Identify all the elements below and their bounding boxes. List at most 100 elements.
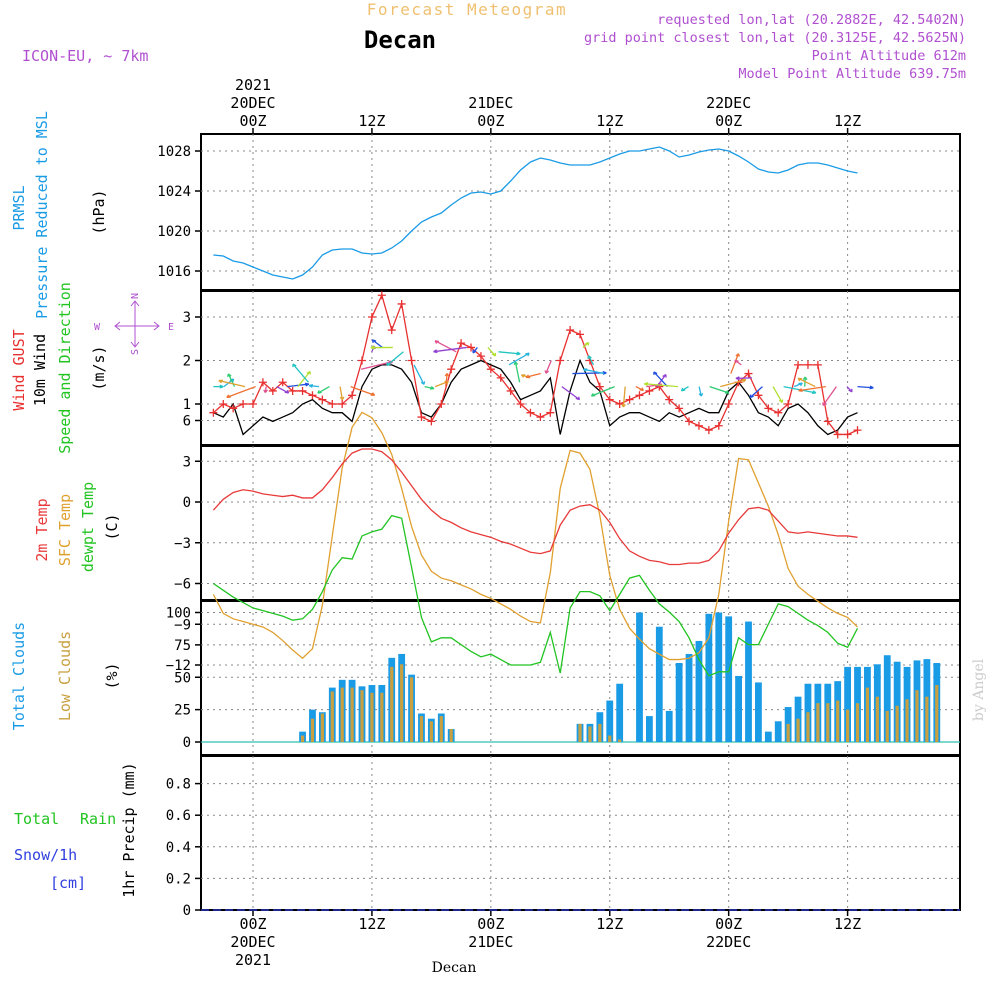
gust-marker (268, 386, 277, 395)
wind-arrow (525, 372, 541, 378)
temp-frame (200, 445, 961, 601)
temp-tick-label: −9 (174, 617, 191, 633)
wind-tick-label: 1 (183, 397, 191, 413)
clouds-title: Total Clouds Low Clouds (%) (10, 622, 121, 730)
total-cloud-bar (695, 640, 703, 742)
compass-n: N (130, 293, 141, 299)
dewpt-line (212, 514, 859, 677)
clouds-tick-label: 0 (183, 735, 191, 751)
pressure-line (213, 146, 858, 280)
gust-marker (794, 360, 803, 369)
gust-marker (249, 400, 257, 408)
wind-arrow-head (491, 352, 497, 357)
gust-marker (843, 430, 852, 439)
gust-marker (209, 408, 218, 417)
temp-tick-label: −12 (166, 658, 191, 674)
wind-title-line2: 10m Wind (31, 334, 49, 406)
gust-marker (595, 382, 604, 391)
compass-rose: N S W E (94, 293, 174, 355)
gust-marker (318, 395, 327, 404)
low-cloud-bar (598, 723, 602, 742)
wind-arrow-head (434, 340, 440, 344)
total-cloud-bar (725, 616, 733, 742)
pressure-tick-label: 1028 (157, 144, 191, 160)
wind-arrow-head (734, 359, 739, 364)
wind-arrow (218, 379, 246, 388)
precip-tick-label: 0.8 (166, 777, 191, 793)
wind-unit: (m/s) (90, 345, 108, 390)
gust-marker (536, 413, 545, 422)
top-time-label: 12Z (596, 112, 623, 130)
low-cloud-bar (330, 691, 334, 742)
wind-arrow (317, 386, 330, 394)
legend-rain: Rain (80, 810, 116, 828)
gust-marker (556, 356, 565, 365)
gust-marker (367, 313, 376, 321)
total-cloud-bar (685, 653, 693, 742)
top-time-label: 12Z (358, 112, 385, 130)
wind-arrow-head (292, 363, 297, 368)
requested-coords: requested lon,lat (20.2882E, 42.5402N) (657, 12, 966, 28)
wind-arrow-head (582, 368, 588, 372)
temp-tick-label: 6 (183, 414, 191, 430)
temp-unit: (C) (103, 513, 121, 540)
wind-arrow (350, 385, 375, 396)
low-cloud-bar (350, 687, 354, 742)
gust-marker (784, 400, 793, 408)
compass-s: S (130, 349, 141, 355)
total-cloud-bar (844, 666, 851, 742)
low-cloud-bar (310, 718, 315, 742)
model-label: ICON-EU, ~ 7km (22, 47, 148, 65)
panel-frames (200, 133, 961, 911)
wind-arrow-head (798, 382, 803, 387)
low-cloud-bar (578, 723, 582, 742)
bottom-time-label: 2021 (235, 951, 271, 969)
total-cloud-bar (883, 655, 891, 742)
low-cloud-bar (409, 677, 414, 742)
wind-arrow-head (306, 370, 311, 375)
total-cloud-bar (715, 612, 723, 742)
total-cloud-bar (745, 621, 752, 742)
pressure-tick-label: 1020 (157, 224, 191, 240)
total-cloud-bar (616, 683, 624, 742)
gust-marker (675, 404, 684, 413)
wind-title-line1: Wind GUST (10, 329, 28, 410)
wind-arrow (653, 371, 668, 388)
wind-arrow-head (386, 362, 391, 366)
low-cloud-bar (400, 664, 404, 742)
pressure-title: PRMSL Pressure Reduced to MSL (hPa) (10, 111, 108, 319)
wind-arrow-head (472, 349, 477, 354)
wind-speed-line (213, 358, 858, 436)
wind-arrow-head (429, 385, 435, 390)
compass-arrows-icon (114, 300, 160, 348)
wind-arrow-head (525, 352, 530, 357)
low-cloud-bar (865, 687, 870, 742)
temp-title-line2: SFC Temp (56, 494, 74, 566)
wind-arrow-head (544, 370, 550, 374)
grid-lines (201, 134, 960, 911)
total-cloud-bar (675, 663, 683, 742)
gust-marker (694, 421, 703, 430)
gust-marker (615, 400, 624, 408)
wind-arrow (735, 377, 752, 380)
wind-arrow-head (848, 388, 853, 393)
wind-arrow-head (218, 379, 223, 384)
wind-arrow (498, 351, 521, 355)
point-altitude: Point Altitude 612m (812, 48, 966, 64)
wind-arrow-head (317, 390, 322, 394)
wind-arrow-head (822, 402, 827, 406)
wind-arrow-head (797, 377, 803, 382)
wind-arrow-head (521, 374, 526, 378)
gust-marker (853, 426, 862, 435)
gust-marker (813, 360, 822, 369)
wind-arrow-head (226, 394, 231, 399)
wind-arrow (822, 386, 837, 406)
location-title: Decan (364, 26, 436, 54)
wind-arrow (508, 352, 530, 366)
wind-arrow-head (513, 361, 519, 366)
gust-marker (566, 326, 575, 335)
gust-marker (358, 356, 367, 365)
gust-marker (229, 404, 238, 413)
wind-arrow-head (802, 376, 808, 381)
wind-arrow-head (371, 339, 377, 343)
